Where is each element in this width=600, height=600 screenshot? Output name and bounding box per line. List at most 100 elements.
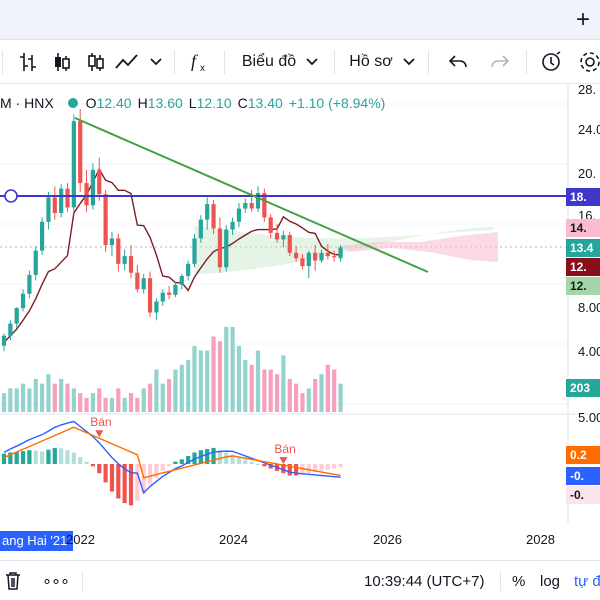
plus-icon[interactable]: + xyxy=(575,6,590,33)
candle-body xyxy=(274,232,280,240)
volume-bar xyxy=(109,397,115,412)
time-label-2026: 2026 xyxy=(373,532,402,547)
auto-toggle[interactable]: tự đ xyxy=(574,572,600,590)
bar-chart-icon[interactable] xyxy=(14,48,42,76)
candlestick-icon[interactable] xyxy=(48,48,76,76)
macd-histogram-bar xyxy=(97,464,102,474)
volume-bar xyxy=(154,369,159,412)
symbol-label[interactable]: M · HNX xyxy=(0,95,54,111)
volume-bar xyxy=(313,378,318,412)
macd-histogram-bar xyxy=(173,461,178,464)
chevron-down-icon[interactable] xyxy=(146,48,166,76)
more-icon[interactable]: ∘∘∘ xyxy=(42,573,70,590)
candle-body xyxy=(141,278,146,290)
horizontal-line-handle xyxy=(4,189,18,203)
trend-line xyxy=(74,117,429,273)
candle-body xyxy=(243,203,248,209)
svg-text:f: f xyxy=(191,51,199,71)
redo-icon[interactable] xyxy=(486,48,514,76)
candle-body xyxy=(160,292,165,302)
volume-bar xyxy=(325,364,330,412)
chevron-down-icon xyxy=(306,58,318,66)
macd-histogram-bar xyxy=(46,449,51,464)
volume-bar xyxy=(52,383,57,412)
volume-bar xyxy=(40,383,45,412)
volume-bar xyxy=(198,350,203,412)
volume-bar xyxy=(84,397,89,412)
candle-body xyxy=(332,256,337,258)
macd-histogram-bar xyxy=(78,457,83,464)
signal-value-tag: 0.2 xyxy=(566,446,600,464)
candle-body xyxy=(179,276,184,285)
market-status-dot xyxy=(67,98,78,108)
kijun-price-tag: 12. xyxy=(566,258,600,276)
volume-bar xyxy=(255,350,261,412)
price-axis-label: 20. xyxy=(578,166,596,181)
candle-body xyxy=(262,193,267,218)
signal-line xyxy=(3,426,341,479)
low-key: L xyxy=(188,95,197,111)
profile-dropdown[interactable]: Hồ sơ xyxy=(348,48,416,76)
candle-body xyxy=(205,204,210,220)
volume-bar xyxy=(217,341,222,412)
volume-bar xyxy=(167,378,172,412)
macd-histogram-bar xyxy=(135,464,140,501)
chart-type-dropdown[interactable]: Biểu đồ xyxy=(240,48,320,76)
candle-body xyxy=(90,169,95,206)
volume-bar xyxy=(160,383,165,412)
volume-bar xyxy=(8,388,13,412)
alert-icon[interactable] xyxy=(538,48,566,76)
candle-body xyxy=(59,188,64,213)
candle-body xyxy=(294,252,299,259)
candle-body xyxy=(167,292,172,295)
line-chart-icon[interactable] xyxy=(112,48,142,76)
hline-price-tag: 18. xyxy=(566,188,600,206)
chevron-down-icon xyxy=(403,58,415,66)
log-toggle[interactable]: log xyxy=(540,572,561,590)
ichimoku-cloud xyxy=(194,226,493,274)
macd-histogram-bar xyxy=(59,448,64,464)
macd-histogram-bar xyxy=(122,464,127,504)
macd-histogram-bar xyxy=(217,450,222,464)
volume-bar xyxy=(319,374,324,412)
macd-histogram-bar xyxy=(281,464,286,474)
macd-histogram-bar xyxy=(109,464,115,492)
gear-icon[interactable] xyxy=(578,48,600,76)
kijun-line xyxy=(3,167,341,343)
ichimoku-cloud-future xyxy=(340,232,498,262)
last-price-tag: 13.4 xyxy=(566,239,600,257)
macd-histogram-bar xyxy=(8,452,13,464)
clock-label[interactable]: 10:39:44 (UTC+7) xyxy=(364,572,485,590)
macd-histogram-bar xyxy=(211,447,216,464)
candle-body xyxy=(27,274,32,294)
macd-histogram-bar xyxy=(179,459,184,464)
undo-icon[interactable] xyxy=(444,48,472,76)
percent-toggle[interactable]: % xyxy=(512,572,526,590)
volume-bar xyxy=(205,350,210,412)
candle-body xyxy=(287,235,292,253)
volume-bar xyxy=(274,374,280,412)
macd-histogram-bar xyxy=(1,453,7,464)
volume-bar xyxy=(262,369,267,412)
trash-icon[interactable] xyxy=(4,569,22,593)
volume-bar xyxy=(186,360,191,412)
macd-histogram-bar xyxy=(319,464,324,471)
volume-bar xyxy=(173,369,178,412)
hollow-candle-icon[interactable] xyxy=(82,48,110,76)
macd-histogram-bar xyxy=(128,464,134,506)
macd-histogram-bar xyxy=(287,464,292,476)
volume-bar xyxy=(243,360,248,412)
candle-body xyxy=(173,284,178,295)
sell-signal-label: Bán xyxy=(90,415,111,429)
macd-histogram-bar xyxy=(313,464,318,473)
volume-bar xyxy=(230,327,235,412)
volume-bar xyxy=(287,378,292,412)
volume-bar xyxy=(14,388,19,412)
macd-histogram-bar xyxy=(40,451,45,464)
candle-body xyxy=(306,252,311,267)
high-value: 13.60 xyxy=(147,95,183,111)
